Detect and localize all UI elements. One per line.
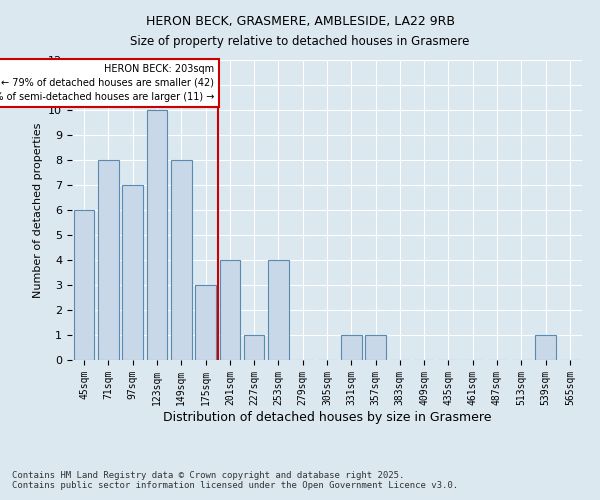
Bar (535, 335, 556, 360)
Bar (171, 160, 191, 360)
Bar (74, 210, 94, 360)
Text: HERON BECK: 203sqm
← 79% of detached houses are smaller (42)
21% of semi-detache: HERON BECK: 203sqm ← 79% of detached hou… (0, 64, 214, 102)
Bar (146, 110, 167, 360)
Bar (268, 260, 289, 360)
Bar (98, 160, 119, 360)
Bar (244, 335, 265, 360)
Bar (365, 335, 386, 360)
Y-axis label: Number of detached properties: Number of detached properties (32, 122, 43, 298)
Bar (220, 260, 240, 360)
Text: Size of property relative to detached houses in Grasmere: Size of property relative to detached ho… (130, 35, 470, 48)
Bar (195, 285, 216, 360)
Text: Contains HM Land Registry data © Crown copyright and database right 2025.
Contai: Contains HM Land Registry data © Crown c… (12, 470, 458, 490)
X-axis label: Distribution of detached houses by size in Grasmere: Distribution of detached houses by size … (163, 410, 491, 424)
Bar (122, 185, 143, 360)
Bar (341, 335, 362, 360)
Text: HERON BECK, GRASMERE, AMBLESIDE, LA22 9RB: HERON BECK, GRASMERE, AMBLESIDE, LA22 9R… (146, 15, 455, 28)
